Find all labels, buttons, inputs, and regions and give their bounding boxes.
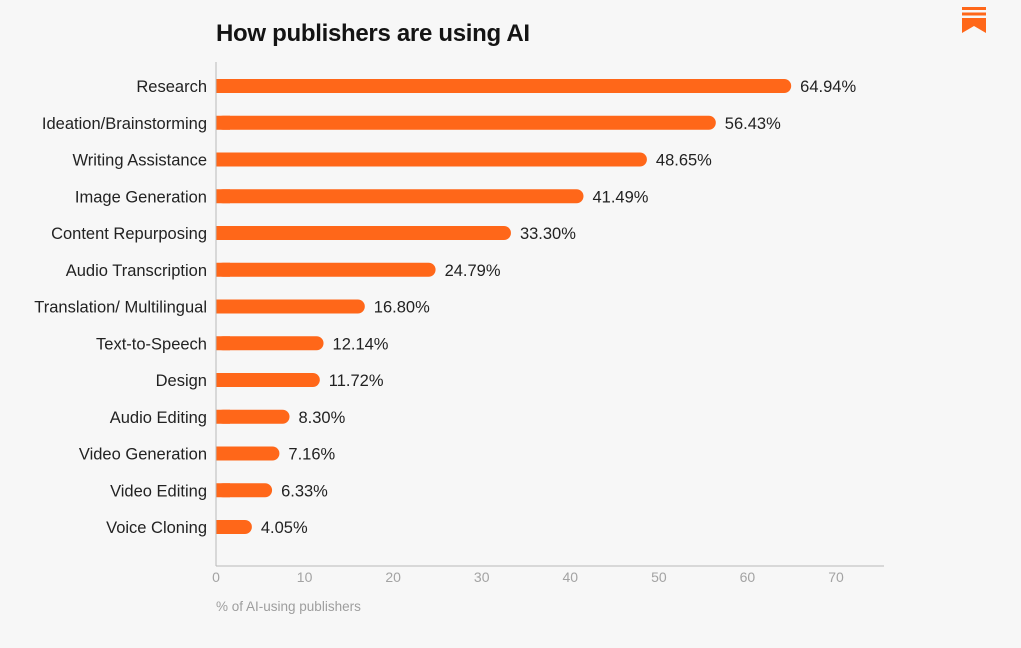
- category-label: Video Editing: [110, 482, 207, 500]
- category-label: Text-to-Speech: [96, 335, 207, 353]
- bar: [216, 152, 647, 167]
- bar-left-cap: [216, 189, 230, 204]
- x-tick-label: 20: [385, 569, 401, 585]
- value-label: 16.80%: [374, 299, 430, 317]
- bar: [216, 262, 436, 277]
- bar-left-cap: [216, 336, 230, 351]
- category-labels: Research Ideation/Brainstorming Writing As…: [34, 78, 207, 537]
- category-label: Design: [156, 372, 207, 390]
- x-tick-label: 70: [828, 569, 844, 585]
- bar-left-cap: [216, 226, 230, 240]
- value-label: 24.79%: [445, 262, 501, 280]
- value-label: 8.30%: [299, 409, 346, 427]
- bar: [216, 299, 365, 314]
- x-axis-title: % of AI-using publishers: [216, 599, 361, 614]
- chart-title: How publishers are using AI: [216, 20, 530, 47]
- x-axis-ticks: 0 10 20 30 40 50 60 70: [212, 569, 844, 585]
- value-label: 33.30%: [520, 225, 576, 243]
- bar: [216, 79, 792, 93]
- category-label: Voice Cloning: [106, 519, 207, 537]
- bars-group: [216, 79, 792, 534]
- value-label: 48.65%: [656, 152, 712, 170]
- bar-left-cap: [216, 446, 230, 461]
- value-label: 7.16%: [288, 446, 335, 464]
- value-label: 11.72%: [329, 372, 384, 390]
- value-label: 41.49%: [592, 188, 648, 206]
- bar-left-cap: [216, 152, 230, 167]
- category-label: Translation/ Multilingual: [34, 299, 207, 317]
- x-tick-label: 10: [297, 569, 313, 585]
- value-label: 64.94%: [800, 78, 856, 96]
- bar-left-cap: [216, 483, 230, 498]
- x-tick-label: 40: [562, 569, 578, 585]
- bar: [216, 336, 324, 351]
- value-label: 12.14%: [333, 335, 389, 353]
- category-label: Ideation/Brainstorming: [42, 115, 207, 133]
- category-label: Content Repurposing: [51, 225, 207, 243]
- bar-left-cap: [216, 299, 230, 314]
- bar: [216, 446, 280, 461]
- value-label: 6.33%: [281, 482, 328, 500]
- bar: [216, 226, 511, 240]
- bar-left-cap: [216, 373, 230, 387]
- category-label: Audio Transcription: [66, 262, 207, 280]
- bar: [216, 483, 273, 498]
- value-label: 4.05%: [261, 519, 308, 537]
- bar: [216, 373, 320, 387]
- value-labels: 64.94% 56.43% 48.65% 41.49% 33.30% 24.79% 16.8…: [261, 78, 857, 537]
- bar-left-cap: [216, 409, 230, 424]
- bar: [216, 115, 716, 130]
- bar: [216, 189, 584, 204]
- bar-left-cap: [216, 262, 230, 277]
- category-label: Image Generation: [75, 188, 207, 206]
- substack-bookmark-icon: [962, 7, 986, 33]
- category-label: Writing Assistance: [73, 152, 208, 170]
- x-tick-label: 30: [474, 569, 490, 585]
- x-tick-label: 60: [740, 569, 756, 585]
- x-tick-label: 50: [651, 569, 667, 585]
- category-label: Audio Editing: [110, 409, 207, 427]
- x-tick-label: 0: [212, 569, 220, 585]
- bar-left-cap: [216, 79, 230, 93]
- bar: [216, 409, 290, 424]
- category-label: Video Generation: [79, 446, 207, 464]
- bar-left-cap: [216, 520, 230, 534]
- category-label: Research: [136, 78, 207, 96]
- bar-left-cap: [216, 115, 230, 130]
- value-label: 56.43%: [725, 115, 781, 133]
